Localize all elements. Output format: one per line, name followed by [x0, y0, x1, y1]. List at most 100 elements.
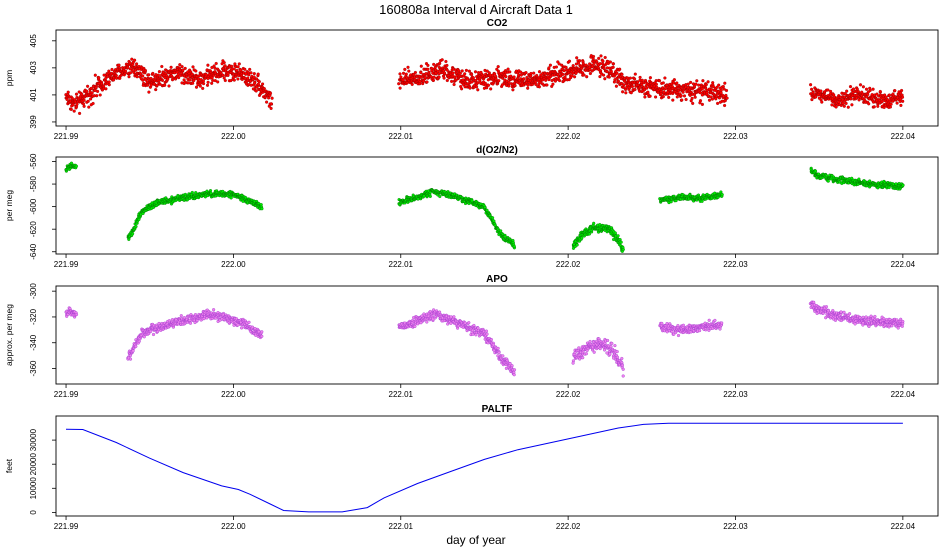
- data-point: [269, 102, 273, 106]
- data-point: [680, 98, 684, 102]
- data-point: [191, 65, 195, 69]
- series-points-2: [397, 54, 729, 108]
- data-point: [609, 69, 613, 73]
- y-axis-label: approx. per meg: [4, 304, 14, 366]
- y-tick-label: -300: [29, 283, 38, 300]
- data-point: [675, 81, 679, 85]
- data-point: [888, 105, 892, 109]
- data-point: [191, 81, 195, 85]
- data-point: [592, 350, 596, 354]
- data-point: [133, 58, 137, 62]
- data-point: [834, 105, 838, 109]
- y-tick-label: 403: [29, 61, 38, 75]
- data-point: [128, 357, 133, 361]
- data-point: [723, 81, 727, 85]
- data-point: [183, 66, 187, 70]
- data-point: [107, 80, 111, 84]
- data-point: [710, 97, 714, 101]
- series-points-2: [126, 189, 264, 241]
- data-point: [440, 58, 444, 62]
- data-point: [613, 231, 617, 235]
- data-point: [575, 56, 579, 60]
- data-point: [620, 363, 624, 367]
- data-point: [643, 78, 648, 83]
- data-point: [452, 315, 456, 319]
- data-point: [85, 89, 89, 93]
- data-point: [135, 62, 139, 66]
- data-point: [445, 78, 449, 83]
- series-points-5: [658, 190, 724, 205]
- data-point: [259, 203, 263, 207]
- data-point: [606, 338, 610, 343]
- data-point: [513, 84, 517, 88]
- data-point: [131, 232, 135, 236]
- data-point: [633, 87, 637, 92]
- data-point: [412, 72, 416, 77]
- series-points-2: [126, 308, 264, 361]
- data-point: [208, 189, 213, 193]
- data-point: [573, 75, 577, 79]
- data-point: [155, 83, 159, 87]
- data-point: [149, 76, 153, 81]
- series-points-3: [809, 83, 905, 109]
- data-point: [866, 92, 870, 97]
- data-point: [407, 69, 411, 73]
- data-point: [621, 367, 625, 371]
- data-point: [698, 91, 702, 95]
- data-point: [188, 321, 193, 325]
- data-point: [713, 318, 717, 322]
- data-point: [608, 352, 612, 356]
- data-point: [900, 95, 905, 99]
- data-point: [895, 101, 899, 105]
- data-point: [841, 101, 845, 105]
- data-point: [609, 345, 613, 349]
- data-point: [438, 310, 442, 314]
- data-point: [194, 191, 198, 195]
- series-points-6: [809, 166, 905, 191]
- data-point: [134, 224, 138, 229]
- data-point: [843, 92, 847, 96]
- data-point: [587, 232, 591, 236]
- data-point: [423, 75, 427, 79]
- data-point: [180, 65, 184, 69]
- data-point: [868, 88, 872, 92]
- data-point: [445, 63, 449, 67]
- data-point: [422, 79, 426, 83]
- x-tick-label: 222.01: [389, 260, 414, 269]
- data-point: [512, 244, 516, 248]
- y-tick-label: -560: [29, 153, 38, 170]
- data-point: [146, 83, 150, 87]
- data-point: [257, 80, 261, 84]
- data-point: [577, 346, 581, 350]
- data-point: [707, 98, 712, 102]
- data-point: [692, 85, 696, 89]
- data-point: [845, 89, 849, 93]
- data-point: [232, 78, 236, 82]
- data-point: [147, 73, 151, 77]
- data-point: [432, 75, 436, 79]
- plot-frame: [55, 29, 939, 127]
- data-point: [810, 98, 814, 102]
- data-point: [535, 73, 539, 78]
- data-point: [616, 79, 621, 83]
- data-point: [198, 84, 202, 88]
- data-point: [240, 326, 244, 330]
- data-point: [889, 102, 893, 106]
- data-point: [709, 95, 713, 99]
- data-point: [216, 80, 220, 84]
- data-point: [876, 104, 880, 108]
- data-point: [130, 57, 134, 61]
- data-point: [722, 87, 726, 91]
- data-point: [848, 312, 852, 316]
- data-point: [431, 78, 435, 82]
- data-point: [826, 88, 830, 92]
- data-point: [131, 349, 135, 353]
- data-point: [654, 95, 658, 99]
- data-point: [398, 86, 402, 90]
- data-point: [844, 101, 848, 105]
- x-tick-label: 222.04: [891, 260, 916, 269]
- data-point: [511, 88, 515, 92]
- data-point: [229, 196, 233, 200]
- x-tick-label: 222.01: [389, 390, 414, 399]
